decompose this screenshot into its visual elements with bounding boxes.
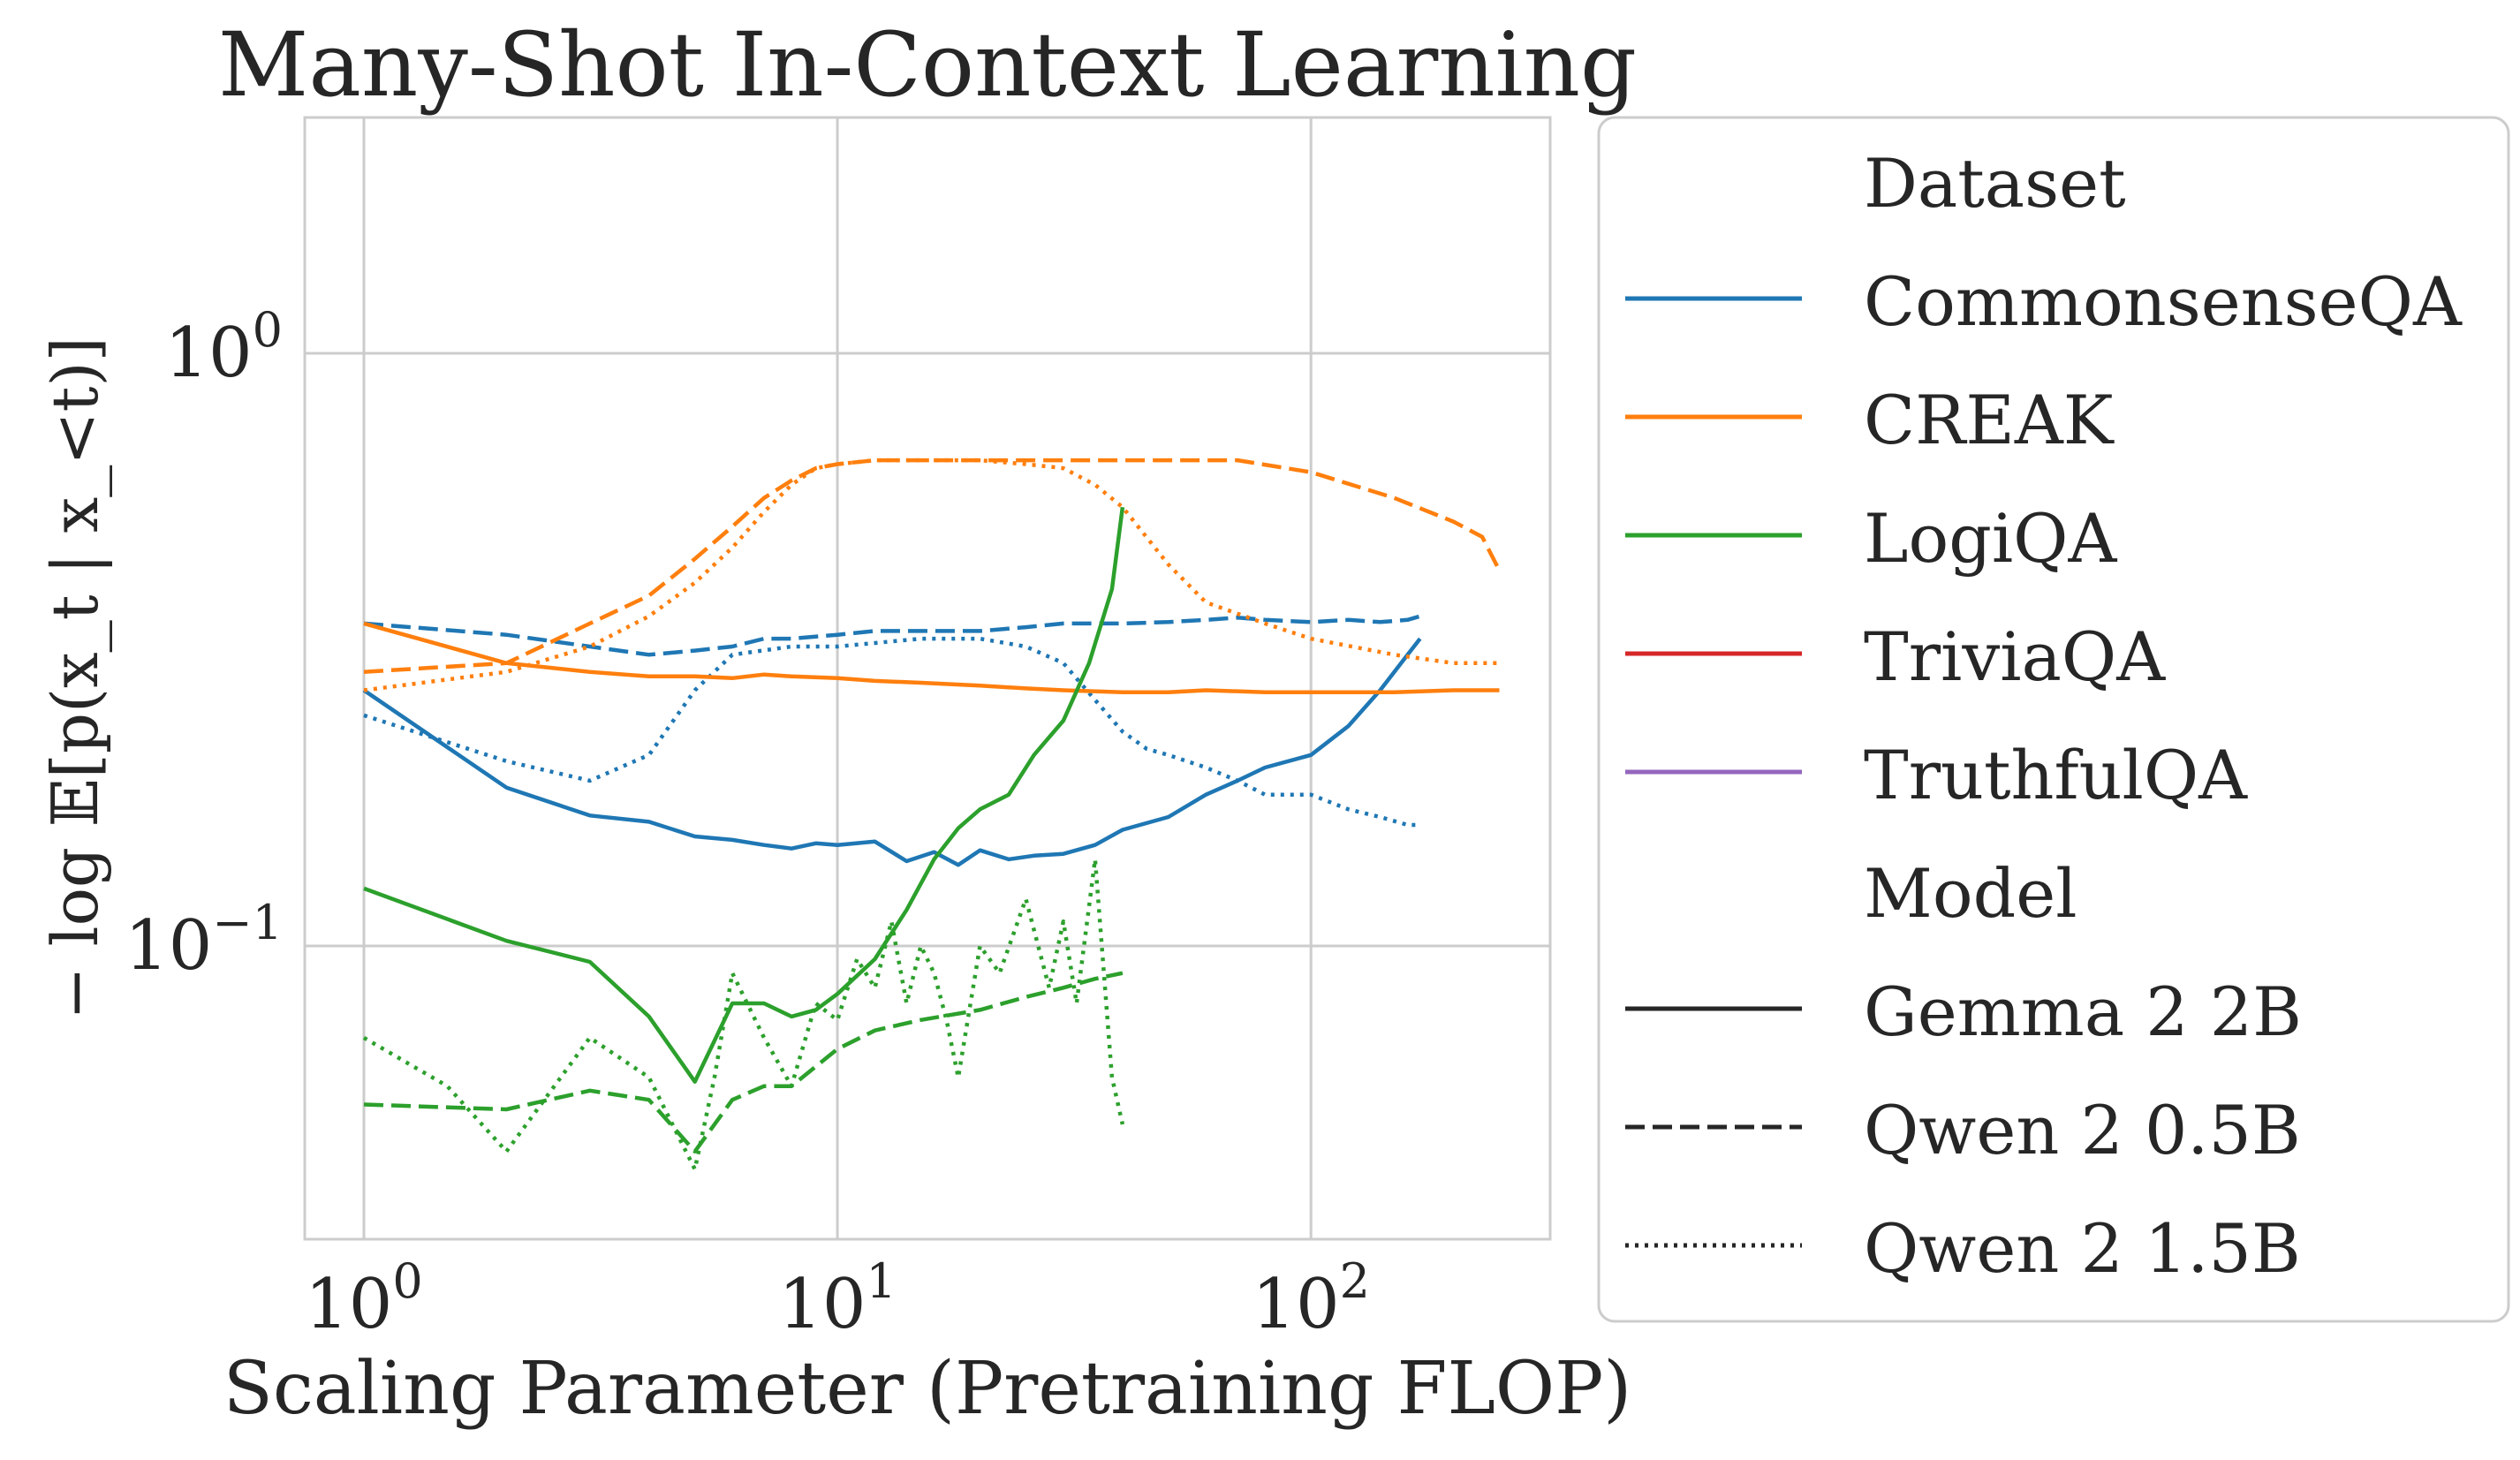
y-tick-label-0: 100 xyxy=(164,302,283,393)
series-line-6 xyxy=(363,506,1125,1084)
legend-dataset-label-1: CREAK xyxy=(1864,381,2115,459)
y-axis-label: − log 𝔼[p(x_t | x_<t)] xyxy=(38,337,112,1019)
legend-dataset-label-2: LogiQA xyxy=(1864,499,2117,578)
series-line-4 xyxy=(363,458,1502,674)
legend-model-label-1: Qwen 2 0.5B xyxy=(1864,1091,2301,1169)
plot-frame xyxy=(303,116,1552,1241)
x-tick-label-2: 102 xyxy=(1252,1253,1370,1344)
y-tick-label-1: 10−1 xyxy=(125,895,283,986)
legend-model-label-2: Qwen 2 1.5B xyxy=(1864,1209,2301,1288)
legend-dataset-title: Dataset xyxy=(1864,144,2126,223)
legend-dataset-label-0: CommonsenseQA xyxy=(1864,262,2463,341)
legend-dataset-label-4: TruthfulQA xyxy=(1864,736,2248,814)
legend: Dataset CommonsenseQA CREAK LogiQA TriviaQA T… xyxy=(1625,144,2463,1288)
chart-title: Many-Shot In-Context Learning xyxy=(218,13,1637,117)
series-line-1 xyxy=(363,614,1421,657)
x-tick-label-1: 101 xyxy=(778,1253,897,1344)
series-line-0 xyxy=(362,637,1422,867)
series-layer xyxy=(362,458,1502,1172)
x-tick-label-0: 100 xyxy=(305,1253,423,1344)
tick-labels: 100 101 102 100 10−1 xyxy=(125,302,1370,1344)
series-line-7 xyxy=(363,971,1124,1154)
x-axis-label: Scaling Parameter (Pretraining FLOP) xyxy=(223,1347,1632,1431)
legend-dataset-label-3: TriviaQA xyxy=(1864,617,2166,696)
series-line-3 xyxy=(363,621,1500,694)
legend-model-title: Model xyxy=(1864,854,2077,933)
legend-box xyxy=(1597,116,2510,1323)
legend-model-label-0: Gemma 2 2B xyxy=(1864,972,2302,1051)
